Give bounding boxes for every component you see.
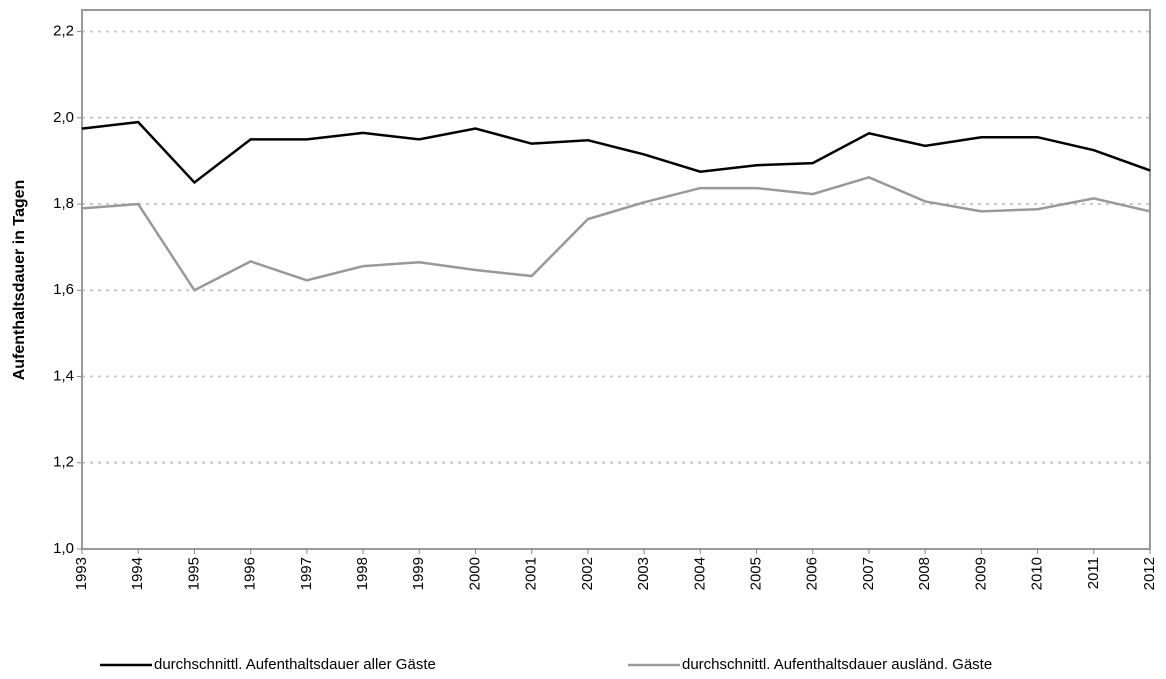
data-line	[81, 120, 1151, 185]
x-tick-label: 1999	[410, 557, 427, 590]
x-tick-label: 2012	[1141, 557, 1158, 590]
x-tick-label: 2000	[466, 557, 483, 590]
x-tick-label: 2003	[635, 557, 652, 590]
x-tick-label: 1994	[129, 557, 146, 590]
x-tick-label: 1997	[298, 557, 315, 590]
y-tick-label: 1,4	[53, 367, 74, 384]
y-tick-label: 2,2	[53, 23, 74, 40]
y-tick-label: 1,2	[53, 454, 74, 471]
y-tick-label: 1,0	[53, 540, 74, 557]
plot-frame	[81, 9, 1151, 550]
x-tick-label: 2009	[972, 557, 989, 590]
legend-label: durchschnittl. Aufenthaltsdauer ausländ.…	[682, 656, 992, 673]
x-tick-label: 2008	[916, 557, 933, 590]
x-tick-label: 1996	[242, 557, 259, 590]
y-axis-label: Aufenthaltsdauer in Tagen	[11, 180, 28, 381]
x-tick-label: 2006	[804, 557, 821, 590]
y-tick-label: 2,0	[53, 109, 74, 126]
legend-label: durchschnittl. Aufenthaltsdauer aller Gä…	[154, 656, 436, 673]
x-tick-label: 2005	[747, 557, 764, 590]
x-tick-label: 1995	[185, 557, 202, 590]
x-tick-label: 2004	[691, 557, 708, 590]
y-tick-label: 1,8	[53, 195, 74, 212]
data-line	[81, 175, 1151, 292]
y-tick-label: 1,6	[53, 281, 74, 298]
x-tick-label: 1998	[354, 557, 371, 590]
x-tick-label: 2010	[1029, 557, 1046, 590]
x-tick-label: 2002	[579, 557, 596, 590]
x-tick-label: 1993	[73, 557, 90, 590]
x-tick-label: 2001	[523, 557, 540, 590]
x-tick-label: 2011	[1085, 557, 1102, 589]
x-tick-label: 2007	[860, 557, 877, 590]
